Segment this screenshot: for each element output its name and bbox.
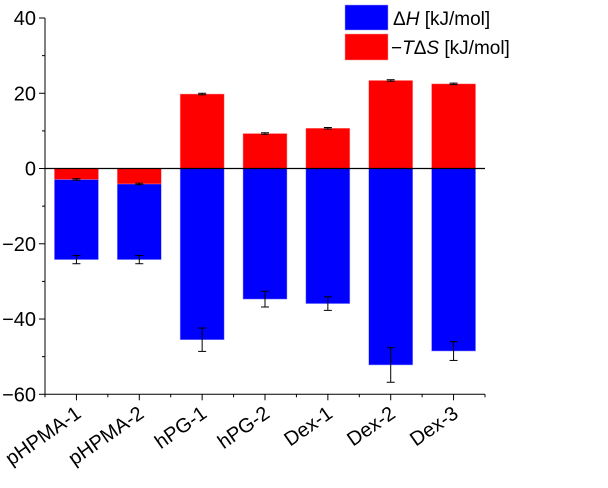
bar-dh-hPG-2 <box>242 168 288 300</box>
bars-layer <box>54 79 476 383</box>
legend-swatch-tds <box>344 33 389 61</box>
error-bar-dh-pHPMA-1 <box>72 254 81 265</box>
legend-swatch-dh <box>344 4 389 31</box>
error-bar-tds-hPG-2 <box>261 132 269 135</box>
error-bar-dh-pHPMA-2 <box>135 254 144 265</box>
error-bar-tds-pHPMA-2 <box>135 182 144 186</box>
legend: ΔH [kJ/mol] −TΔS [kJ/mol] <box>344 4 510 61</box>
error-bar-tds-Dex-2 <box>386 79 395 82</box>
bar-tds-hPG-2 <box>242 133 288 169</box>
error-bar-dh-Dex-2 <box>386 347 395 383</box>
y-tick-label: −20 <box>2 234 36 256</box>
x-tick-label: Dex-1 <box>280 402 336 451</box>
error-bar-dh-Dex-1 <box>323 296 332 311</box>
error-bar-tds-pHPMA-1 <box>72 178 81 181</box>
bar-tds-Dex-1 <box>305 128 351 169</box>
bar-dh-pHPMA-1 <box>54 168 99 260</box>
y-tick-label: −60 <box>2 384 36 406</box>
legend-label-tds: −TΔS [kJ/mol] <box>391 38 510 59</box>
bar-dh-Dex-3 <box>431 168 476 352</box>
y-tick-label: 20 <box>14 83 36 105</box>
error-bar-dh-hPG-2 <box>261 290 269 308</box>
y-tick-label: 40 <box>14 8 36 30</box>
bar-tds-hPG-1 <box>179 93 225 169</box>
error-bar-tds-hPG-1 <box>198 92 207 96</box>
x-tick-label: Dex-3 <box>406 402 462 451</box>
error-bar-dh-Dex-3 <box>449 341 458 361</box>
bar-dh-Dex-2 <box>368 168 413 366</box>
error-bar-tds-Dex-3 <box>449 82 458 86</box>
x-tick-label: Dex-2 <box>343 402 399 451</box>
bar-dh-Dex-1 <box>305 168 351 304</box>
x-tick-label: hPG-1 <box>151 402 211 453</box>
y-tick-label: −40 <box>2 309 36 331</box>
bar-tds-pHPMA-1 <box>54 168 99 180</box>
legend-label-dh: ΔH [kJ/mol] <box>393 9 490 30</box>
bar-dh-hPG-1 <box>179 168 225 340</box>
bar-tds-pHPMA-2 <box>117 168 162 185</box>
y-tick-label: 0 <box>25 159 36 181</box>
bar-tds-Dex-2 <box>368 80 413 169</box>
error-bar-dh-hPG-1 <box>198 327 207 352</box>
bar-tds-Dex-3 <box>431 83 476 169</box>
error-bar-tds-Dex-1 <box>323 127 332 130</box>
x-tick-label: hPG-2 <box>214 402 274 453</box>
